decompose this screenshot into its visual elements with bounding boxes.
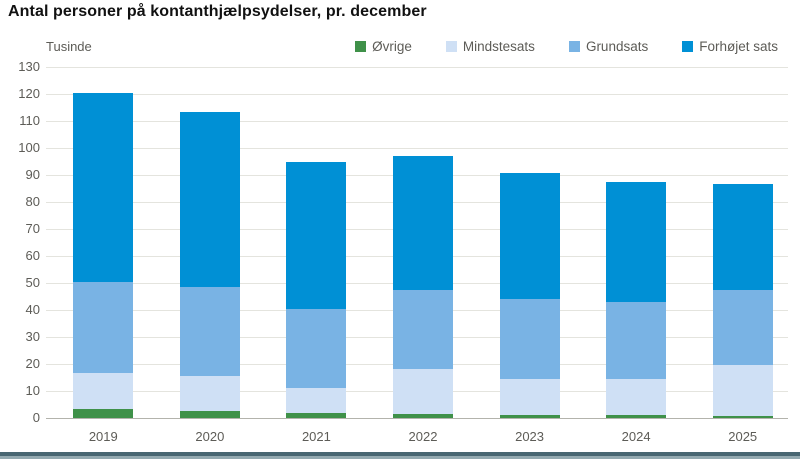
y-tick-label-0: 0 <box>32 410 40 425</box>
y-tick-label-90: 90 <box>25 167 40 182</box>
chart-header-row: Tusinde Øvrige Mindstesats Grundsats Forhøj… <box>46 36 778 56</box>
x-tick-label-2019: 2019 <box>88 429 118 444</box>
bar-segment-grundsats-2019 <box>73 281 134 374</box>
x-tick-label-2024: 2024 <box>621 429 651 444</box>
footer-accent-bar <box>0 452 800 459</box>
bar-segment-mindstesats-2023 <box>499 378 560 415</box>
bar-segment-ovrige-2023 <box>499 414 560 418</box>
x-axis-line <box>46 418 788 419</box>
legend: Øvrige Mindstesats Grundsats Forhøjet sats <box>355 39 778 54</box>
gridline-100 <box>46 148 788 149</box>
bar-segment-grundsats-2022 <box>393 289 453 370</box>
legend-swatch-ovrige-icon <box>355 40 367 52</box>
y-tick-label-40: 40 <box>25 302 40 317</box>
x-tick-label-2023: 2023 <box>515 429 545 444</box>
legend-label: Grundsats <box>585 38 649 54</box>
bar-segment-forhojet-sats-2019 <box>73 92 134 282</box>
y-tick-label-120: 120 <box>18 86 40 101</box>
bar-segment-grundsats-2023 <box>499 299 560 379</box>
gridline-130 <box>46 67 788 68</box>
legend-label: Mindstesats <box>462 38 535 54</box>
bar-segment-forhojet-sats-2024 <box>606 182 667 302</box>
gridline-110 <box>46 121 788 122</box>
footer-accent-bar-light <box>0 456 800 459</box>
bar-segment-forhojet-sats-2021 <box>286 161 347 309</box>
legend-item-mindstesats: Mindstesats <box>445 38 535 54</box>
y-tick-label-10: 10 <box>25 383 40 398</box>
y-tick-label-60: 60 <box>25 248 40 263</box>
y-tick-label-30: 30 <box>25 329 40 344</box>
bar-segment-forhojet-sats-2022 <box>393 156 453 290</box>
y-tick-label-20: 20 <box>25 356 40 371</box>
footer-accent-bar-dark <box>0 452 800 456</box>
bar-segment-mindstesats-2025 <box>712 365 773 416</box>
y-tick-label-70: 70 <box>25 221 40 236</box>
bar-segment-forhojet-sats-2025 <box>712 183 773 290</box>
legend-item-forhojet-sats: Forhøjet sats <box>682 39 778 54</box>
y-tick-label-80: 80 <box>25 194 40 209</box>
bar-segment-ovrige-2025 <box>712 415 773 418</box>
bar-segment-ovrige-2024 <box>606 415 667 418</box>
x-tick-label-2021: 2021 <box>301 429 331 444</box>
chart-title: Antal personer på kontanthjælpsydelser, … <box>8 3 427 20</box>
y-tick-label-100: 100 <box>18 140 40 155</box>
bar-segment-ovrige-2021 <box>286 413 347 418</box>
bar-segment-mindstesats-2019 <box>73 373 134 409</box>
bar-segment-mindstesats-2020 <box>179 376 240 412</box>
bar-segment-grundsats-2021 <box>286 308 347 389</box>
bar-segment-mindstesats-2021 <box>286 388 347 414</box>
legend-label: Forhøjet sats <box>699 38 778 54</box>
bar-segment-grundsats-2020 <box>179 287 240 377</box>
gridline-120 <box>46 94 788 95</box>
legend-swatch-grundsats-icon <box>568 40 580 52</box>
bar-segment-mindstesats-2024 <box>606 378 667 416</box>
legend-swatch-mindstesats-icon <box>445 40 457 52</box>
legend-item-ovrige: Øvrige <box>355 39 412 54</box>
bar-segment-ovrige-2022 <box>393 413 453 418</box>
bar-segment-mindstesats-2022 <box>393 369 453 414</box>
x-tick-label-2020: 2020 <box>195 429 225 444</box>
bar-segment-grundsats-2025 <box>712 289 773 366</box>
legend-item-grundsats: Grundsats <box>568 38 649 54</box>
y-axis-unit-label: Tusinde <box>46 38 92 54</box>
y-tick-label-50: 50 <box>25 275 40 290</box>
legend-label: Øvrige <box>372 38 412 54</box>
y-tick-label-130: 130 <box>18 59 40 74</box>
legend-swatch-forhojet-sats-icon <box>682 40 694 52</box>
bar-segment-ovrige-2019 <box>73 408 134 418</box>
bar-segment-ovrige-2020 <box>179 411 240 418</box>
bar-segment-forhojet-sats-2020 <box>179 111 240 288</box>
y-tick-label-110: 110 <box>19 113 40 128</box>
bar-segment-grundsats-2024 <box>606 301 667 379</box>
x-tick-label-2025: 2025 <box>728 429 758 444</box>
bar-segment-forhojet-sats-2023 <box>499 172 560 300</box>
x-tick-label-2022: 2022 <box>408 429 438 444</box>
